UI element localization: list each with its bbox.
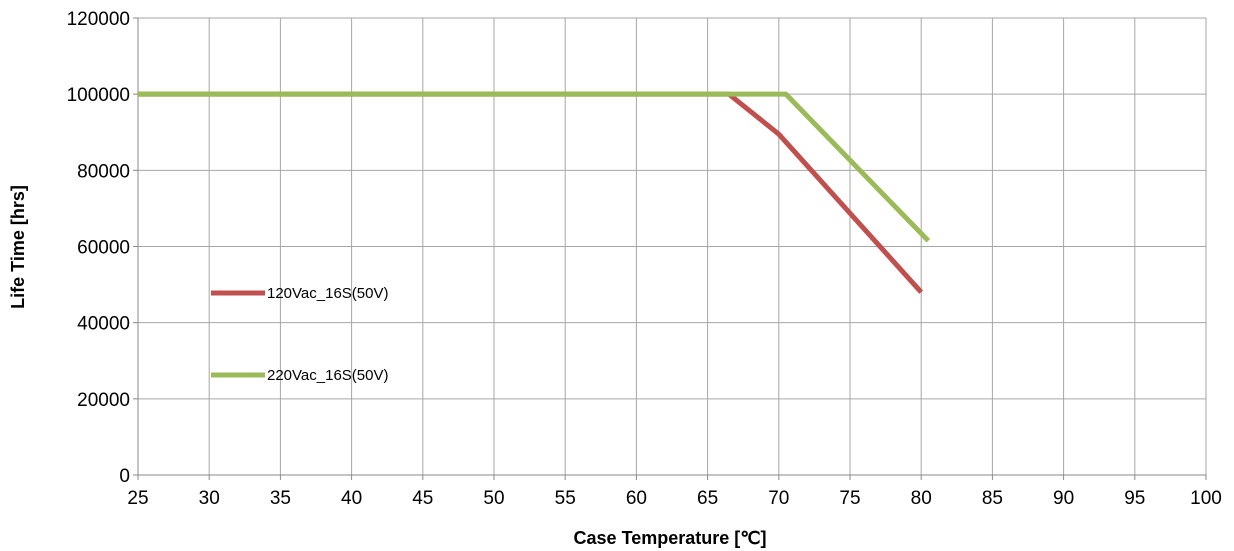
x-tick-label: 85 [982,488,1003,509]
y-axis-title: Life Time [hrs] [8,185,28,309]
x-tick-label: 65 [697,488,718,509]
y-tick-label: 0 [119,466,130,487]
y-tick-label: 80000 [77,161,130,182]
y-tick-labels: 0 20000 40000 60000 80000 100000 120000 [67,9,130,487]
x-tick-label: 25 [127,488,148,509]
series-lines [138,91,931,294]
legend-label-2: 220Vac_16S(50V) [267,367,388,384]
axes [133,17,1207,480]
x-tick-label: 100 [1190,488,1222,509]
y-tick-label: 60000 [77,238,130,259]
x-tick-label: 45 [412,488,433,509]
x-tick-labels: 25 30 35 40 45 50 55 60 65 70 75 80 85 90 95 100 [127,488,1221,509]
legend-label-1: 120Vac_16S(50V) [267,285,388,302]
x-tick-label: 40 [341,488,362,509]
x-tick-label: 35 [270,488,291,509]
series-line-1 [138,91,924,294]
legend: 120Vac_16S(50V) 220Vac_16S(50V) [211,285,388,384]
y-tick-label: 100000 [67,85,130,106]
x-tick-label: 95 [1124,488,1145,509]
x-tick-label: 50 [483,488,504,509]
grid-lines [138,17,1207,475]
x-tick-label: 90 [1053,488,1074,509]
y-tick-label: 40000 [77,314,130,335]
series-line-2 [138,91,931,243]
x-tick-label: 80 [911,488,932,509]
x-tick-label: 60 [626,488,647,509]
x-tick-label: 30 [199,488,220,509]
x-tick-label: 55 [555,488,576,509]
x-axis-title: Case Temperature [℃] [574,528,767,548]
x-tick-label: 75 [839,488,860,509]
x-tick-label: 70 [768,488,789,509]
y-tick-label: 120000 [67,9,130,30]
y-tick-label: 20000 [77,390,130,411]
